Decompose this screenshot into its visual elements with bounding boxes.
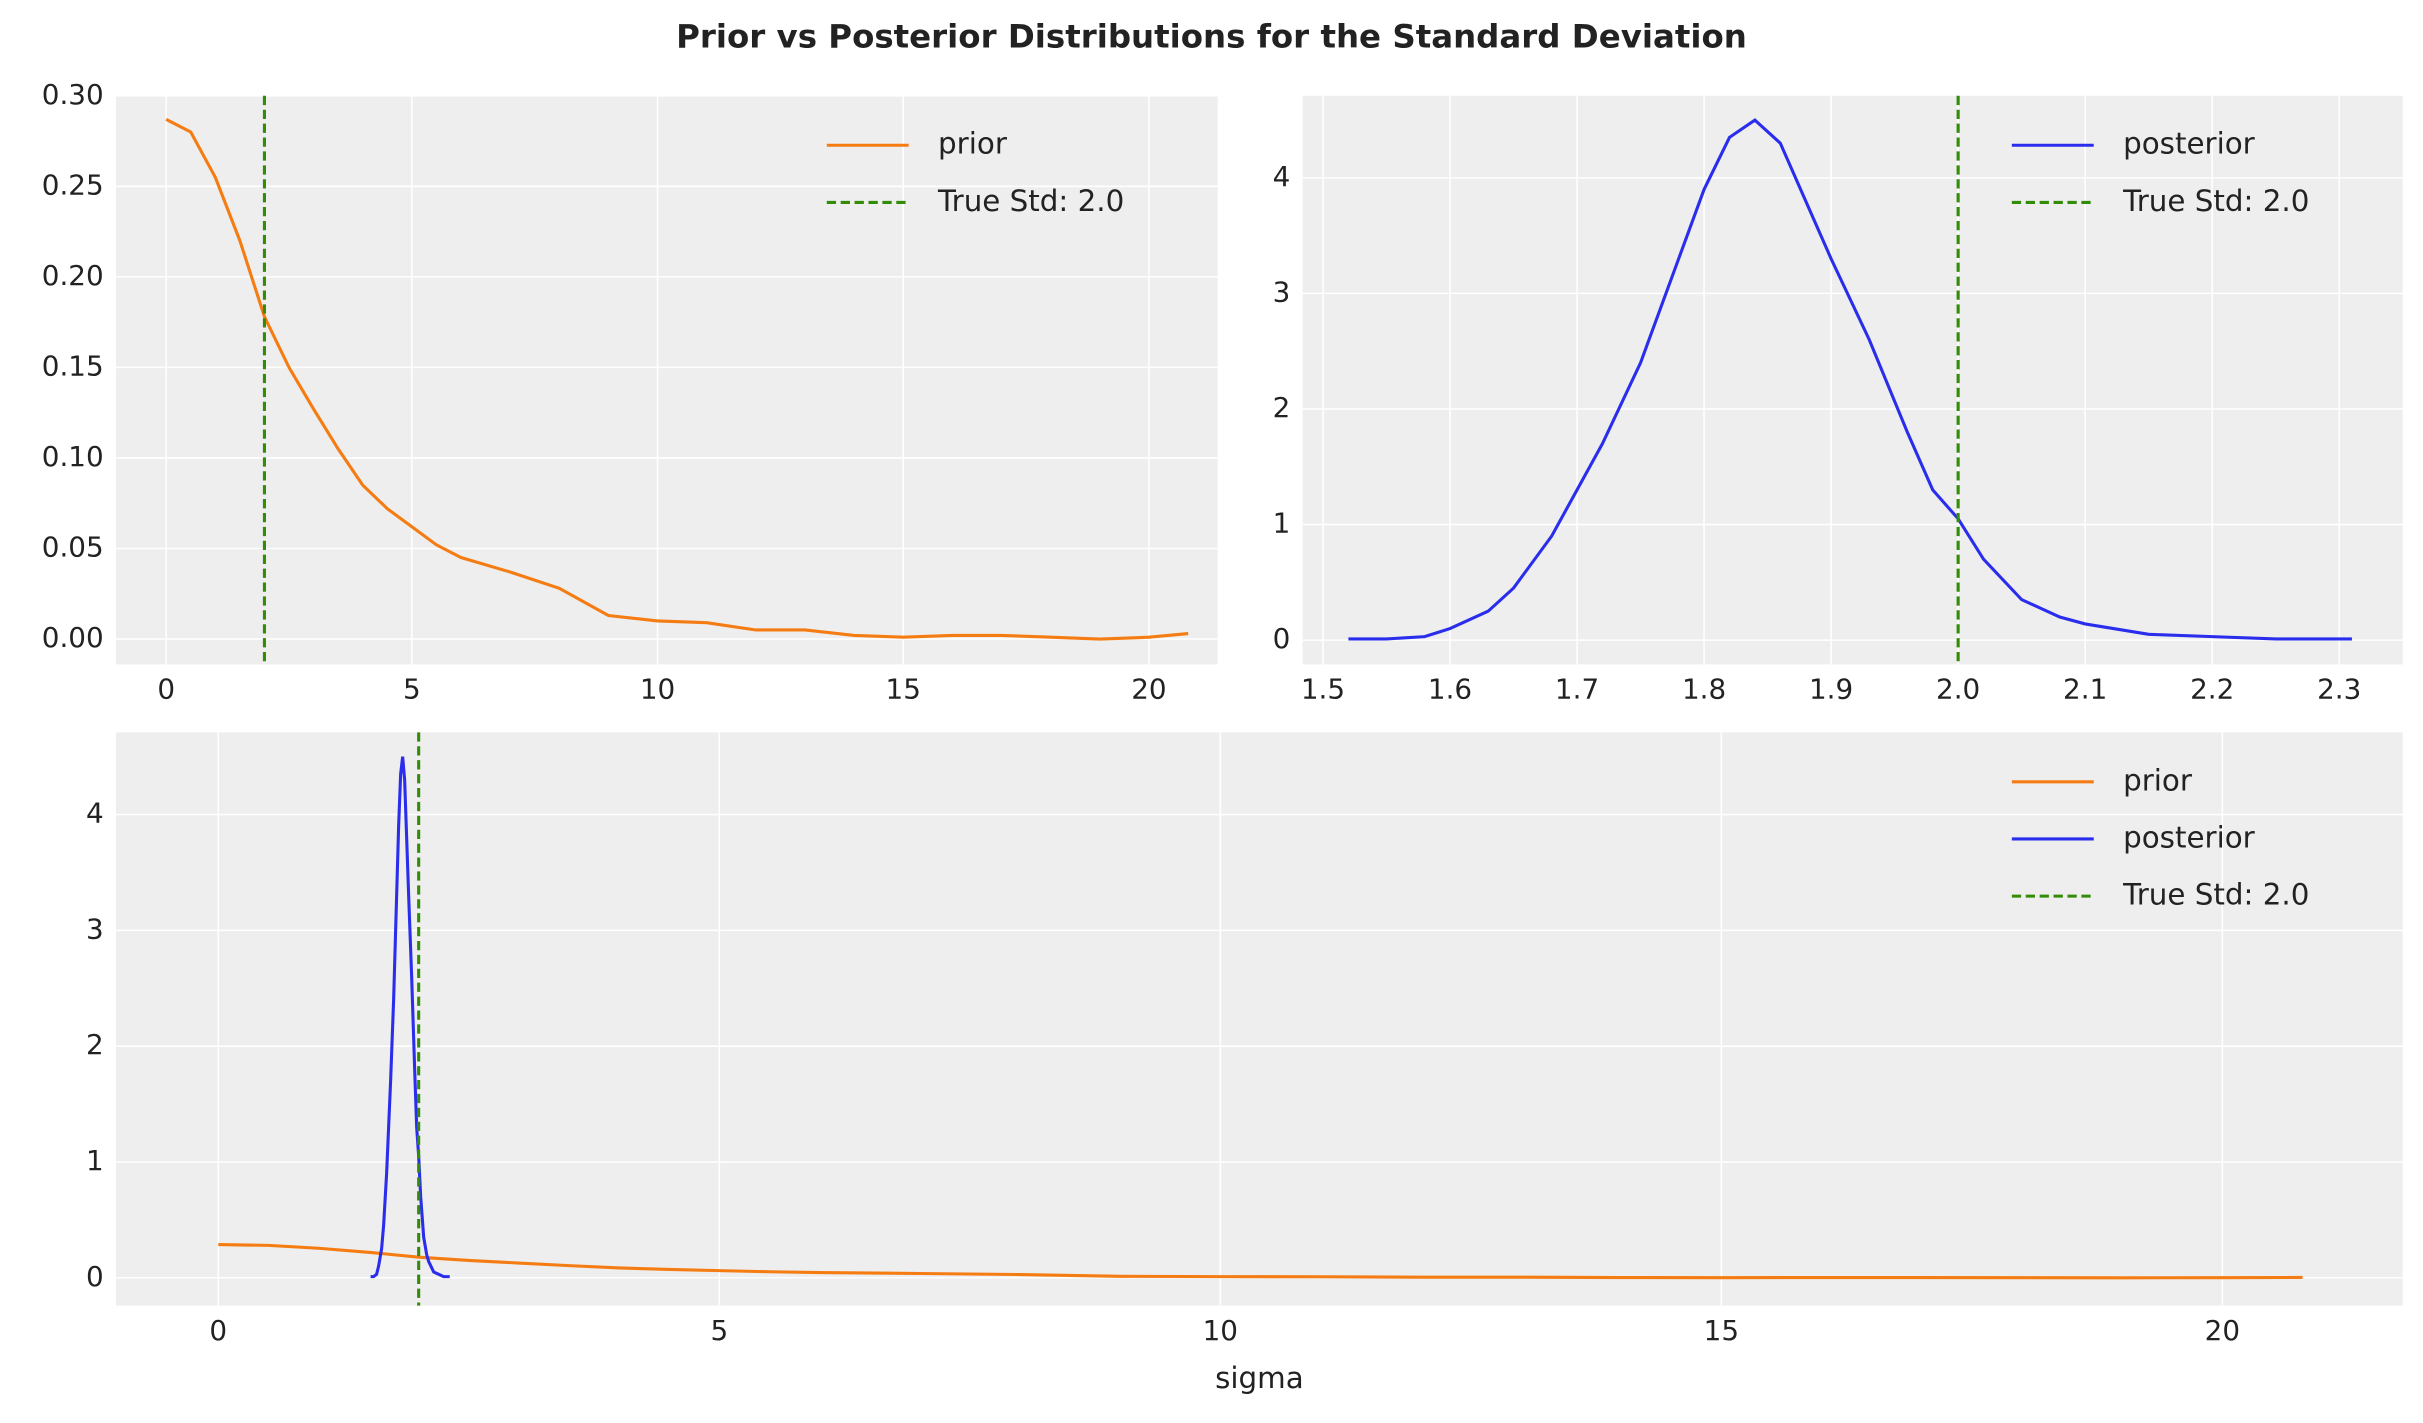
x-tick-label: 20 <box>1131 673 1166 706</box>
y-tick-label: 2 <box>1273 391 1291 424</box>
y-tick-label: 0.25 <box>42 168 104 201</box>
x-tick-label: 1.6 <box>1428 673 1472 706</box>
x-tick-label: 10 <box>640 673 675 706</box>
x-tick-label: 20 <box>2205 1314 2240 1347</box>
x-tick-label: 1.7 <box>1555 673 1599 706</box>
x-tick-label: 0 <box>209 1314 227 1347</box>
y-tick-label: 4 <box>86 797 104 830</box>
x-tick-label: 1.5 <box>1301 673 1345 706</box>
y-tick-label: 0.00 <box>42 621 104 654</box>
y-tick-label: 3 <box>86 912 104 945</box>
x-tick-label: 2.0 <box>1936 673 1980 706</box>
x-axis-label: sigma <box>1215 1361 1304 1395</box>
plot-area <box>116 95 1218 665</box>
x-tick-label: 5 <box>710 1314 728 1347</box>
legend-label: True Std: 2.0 <box>2122 184 2309 218</box>
series-line <box>370 756 450 1279</box>
legend-label: True Std: 2.0 <box>937 184 1124 218</box>
x-tick-label: 15 <box>1704 1314 1739 1347</box>
x-tick-label: 1.9 <box>1809 673 1853 706</box>
y-tick-label: 0.05 <box>42 530 104 563</box>
x-tick-label: 2.2 <box>2190 673 2234 706</box>
x-tick-label: 0 <box>157 673 175 706</box>
x-tick-label: 2.3 <box>2317 673 2361 706</box>
figure-title: Prior vs Posterior Distributions for the… <box>676 18 1747 56</box>
y-tick-label: 0 <box>86 1260 104 1293</box>
y-tick-label: 0.20 <box>42 259 104 292</box>
y-tick-label: 1 <box>86 1144 104 1177</box>
legend-label: posterior <box>2123 127 2256 161</box>
series-line <box>165 117 1189 641</box>
y-tick-label: 0.30 <box>42 78 104 111</box>
series-line <box>218 1243 2303 1280</box>
x-tick-label: 5 <box>403 673 421 706</box>
legend-label: prior <box>938 127 1008 161</box>
plot-area <box>1302 95 2403 665</box>
y-tick-label: 2 <box>86 1028 104 1061</box>
legend-label: True Std: 2.0 <box>2122 878 2309 912</box>
x-tick-label: 2.1 <box>2063 673 2107 706</box>
x-tick-label: 10 <box>1203 1314 1238 1347</box>
y-tick-label: 4 <box>1273 160 1291 193</box>
y-tick-label: 0 <box>1273 622 1291 655</box>
plot-area <box>116 732 2403 1306</box>
series-line <box>1348 118 2352 641</box>
x-tick-label: 1.8 <box>1682 673 1726 706</box>
legend-label: prior <box>2123 763 2193 797</box>
legend-label: posterior <box>2123 820 2256 854</box>
y-tick-label: 0.10 <box>42 440 104 473</box>
x-tick-label: 15 <box>886 673 921 706</box>
y-tick-label: 0.15 <box>42 349 104 382</box>
y-tick-label: 3 <box>1273 275 1291 308</box>
y-tick-label: 1 <box>1273 507 1291 540</box>
